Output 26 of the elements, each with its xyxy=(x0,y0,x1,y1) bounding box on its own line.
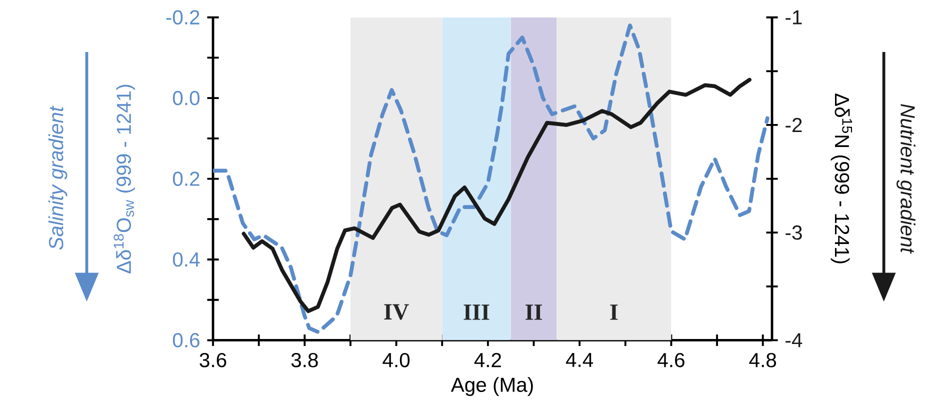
y2-tick-label: -2 xyxy=(786,118,802,132)
y-tick-label: 0.6 xyxy=(172,332,200,348)
y2-tick-label: -1 xyxy=(786,10,802,24)
text: Nutrient gradient xyxy=(896,104,916,254)
text: Salinity gradient xyxy=(48,105,68,250)
y-tick-label: -0.2 xyxy=(166,10,200,24)
x-tick-label: 4.6 xyxy=(658,352,684,368)
x-tick-label: 4.8 xyxy=(749,352,776,368)
band-label: II xyxy=(526,304,542,320)
x-tick-label: 4.4 xyxy=(566,352,594,367)
line-series xyxy=(213,23,770,334)
y-tick-label: 0.0 xyxy=(172,90,200,105)
band-label: I xyxy=(610,304,618,320)
band-label: IV xyxy=(384,304,409,320)
x-tick-label: 3.8 xyxy=(291,352,318,368)
x-tick-label: 3.6 xyxy=(200,352,226,368)
y-axis-title: Δδ$^{18}$O$_{sw}$ (999 - 1241) xyxy=(114,84,136,274)
x-tick-label: 4.2 xyxy=(474,352,501,367)
y2-axis-title: Δδ$^{15}$N (999 - 1241) xyxy=(830,93,852,264)
y-tick-label: 0.4 xyxy=(172,252,200,266)
x-tick-label: 4.0 xyxy=(382,352,410,368)
x-axis-title: Age (Ma) xyxy=(450,376,533,396)
y-tick-label: 0.2 xyxy=(172,171,200,186)
band-label: III xyxy=(464,304,490,320)
y2-tick-label: -4 xyxy=(786,333,802,347)
y2-tick-label: -3 xyxy=(786,225,802,240)
